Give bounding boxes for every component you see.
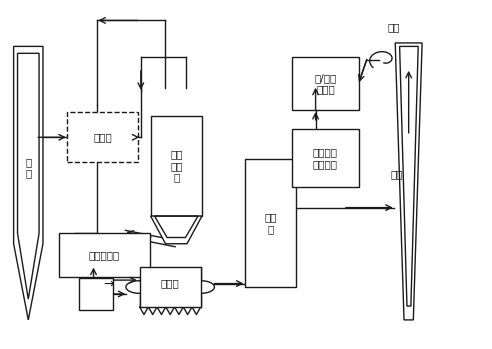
Bar <box>292 129 359 187</box>
Bar <box>79 279 114 310</box>
Polygon shape <box>14 46 43 320</box>
Text: 脱硝
反应
器: 脱硝 反应 器 <box>170 149 183 183</box>
Text: 除尘器: 除尘器 <box>161 279 180 289</box>
Bar <box>59 233 150 277</box>
Text: 脱硫
塔: 脱硫 塔 <box>265 212 277 234</box>
Polygon shape <box>395 43 422 320</box>
Bar <box>245 159 296 287</box>
Polygon shape <box>151 216 202 244</box>
Text: 锅
炉: 锅 炉 <box>25 157 31 178</box>
Text: 空气预热器: 空气预热器 <box>89 250 120 260</box>
Text: →: → <box>103 278 114 291</box>
Text: 烟囱: 烟囱 <box>390 170 402 179</box>
Text: 氨/空气
混合器: 氨/空气 混合器 <box>314 73 337 95</box>
Polygon shape <box>18 53 39 299</box>
Bar <box>151 116 202 216</box>
Text: 风机: 风机 <box>388 22 400 32</box>
Bar <box>292 57 359 110</box>
Bar <box>140 267 201 307</box>
Bar <box>67 112 138 162</box>
Text: 还原剂氨
制备系统: 还原剂氨 制备系统 <box>313 147 338 169</box>
Polygon shape <box>400 46 418 306</box>
Text: 省煤器: 省煤器 <box>93 132 112 142</box>
